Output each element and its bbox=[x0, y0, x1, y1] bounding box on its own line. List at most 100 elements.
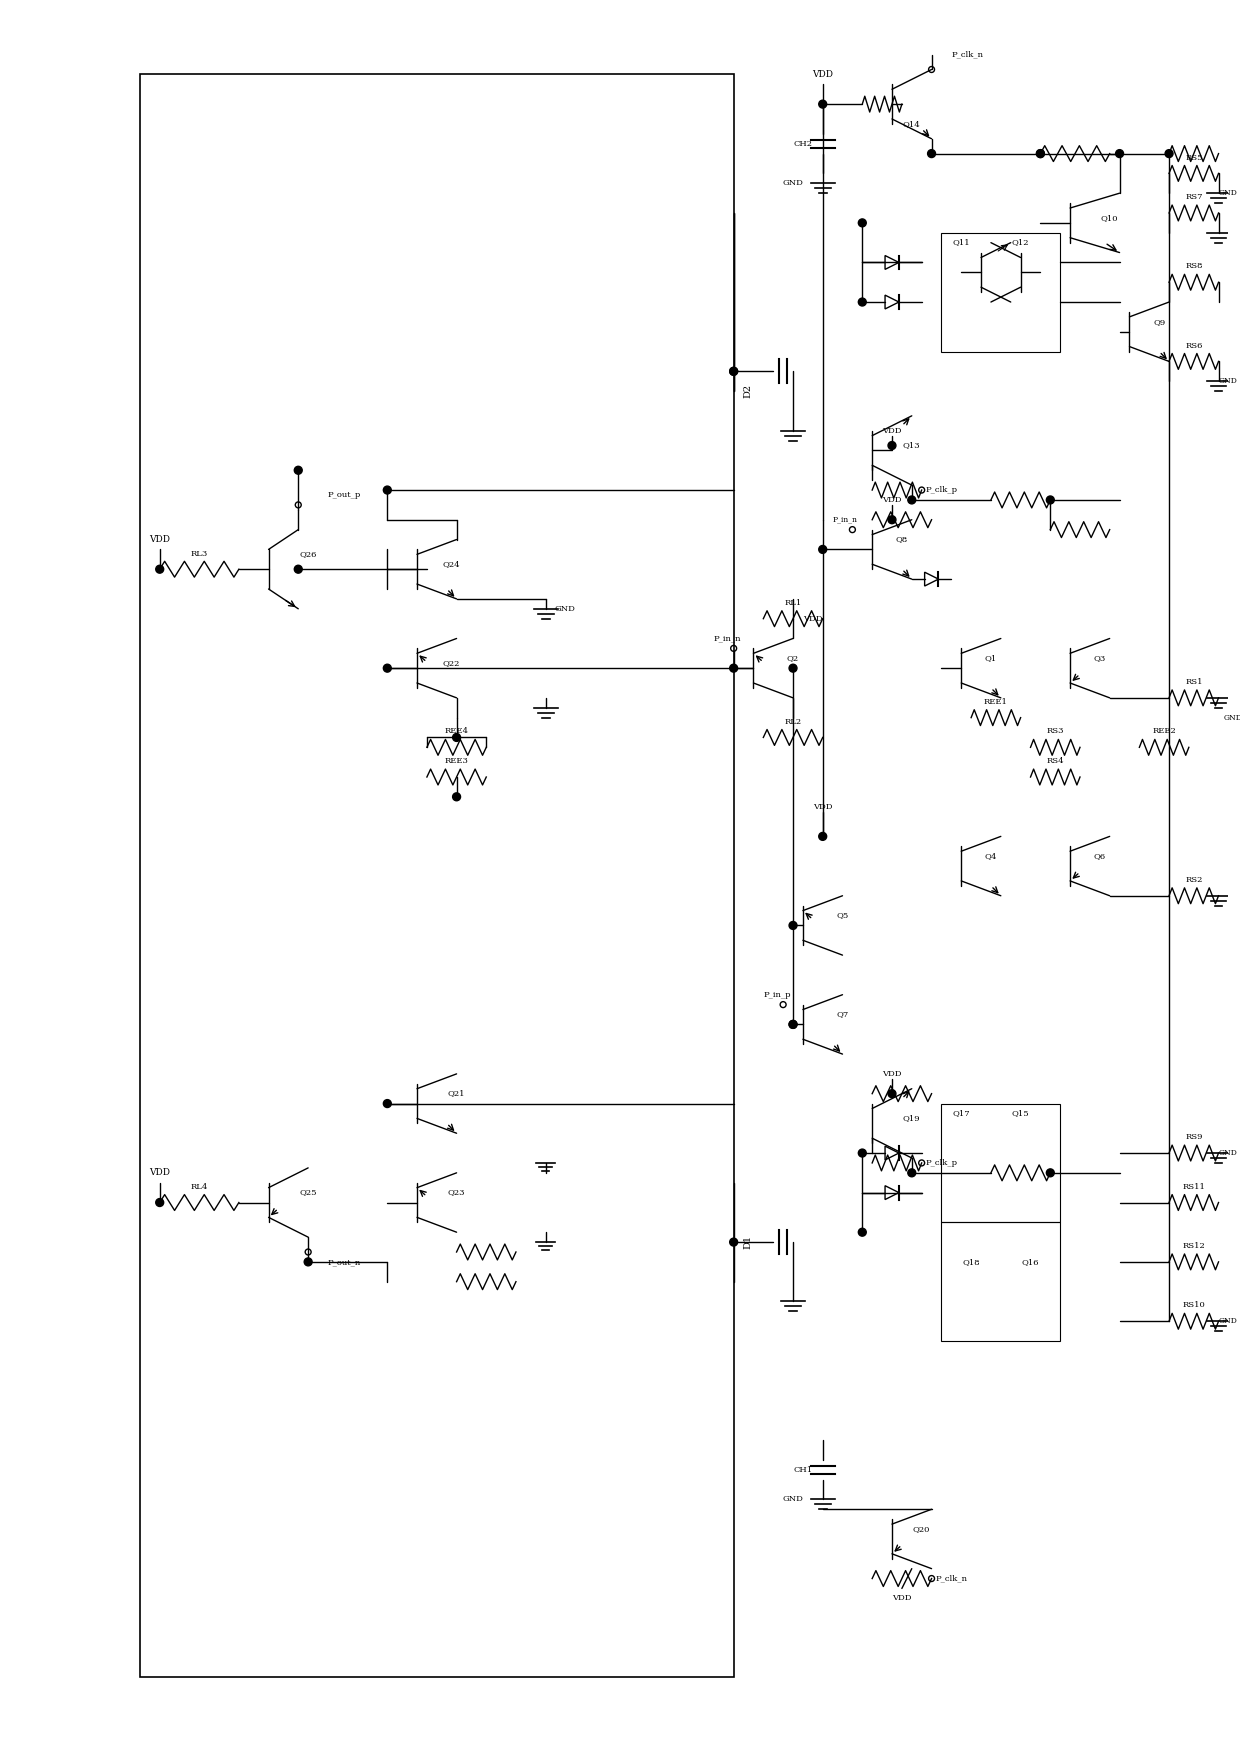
Bar bbox=[941, 1222, 1060, 1341]
Circle shape bbox=[453, 733, 460, 742]
Text: VDD: VDD bbox=[812, 70, 833, 79]
Text: RS11: RS11 bbox=[1183, 1182, 1205, 1191]
Text: D2: D2 bbox=[744, 384, 753, 398]
Circle shape bbox=[729, 367, 738, 375]
Text: RL2: RL2 bbox=[785, 718, 801, 726]
Text: CH1: CH1 bbox=[794, 1465, 812, 1474]
Text: P_clk_p: P_clk_p bbox=[925, 485, 957, 494]
Text: GND: GND bbox=[556, 604, 575, 613]
Text: GND: GND bbox=[1219, 189, 1238, 197]
Circle shape bbox=[908, 496, 915, 505]
Text: REE4: REE4 bbox=[445, 728, 469, 735]
Text: Q24: Q24 bbox=[443, 560, 460, 567]
Circle shape bbox=[729, 367, 738, 375]
Circle shape bbox=[858, 218, 867, 227]
Text: GND: GND bbox=[782, 180, 804, 187]
Text: RS12: RS12 bbox=[1183, 1241, 1205, 1250]
Text: RS10: RS10 bbox=[1183, 1301, 1205, 1310]
Text: VDD: VDD bbox=[804, 615, 822, 623]
Text: Q13: Q13 bbox=[903, 442, 920, 449]
Circle shape bbox=[789, 1020, 797, 1028]
Text: CH2: CH2 bbox=[794, 140, 812, 148]
Circle shape bbox=[1047, 1168, 1054, 1177]
Text: P_clk_n: P_clk_n bbox=[935, 1575, 967, 1582]
Text: VDD: VDD bbox=[882, 426, 901, 435]
Text: VDD: VDD bbox=[882, 1070, 901, 1077]
Text: Q2: Q2 bbox=[787, 655, 799, 662]
Text: RS5: RS5 bbox=[1185, 154, 1203, 162]
Circle shape bbox=[383, 485, 392, 494]
Text: RL3: RL3 bbox=[191, 550, 208, 559]
Circle shape bbox=[1116, 150, 1123, 157]
Circle shape bbox=[453, 793, 460, 801]
Text: Q22: Q22 bbox=[443, 660, 460, 667]
Circle shape bbox=[928, 150, 935, 157]
Circle shape bbox=[888, 515, 897, 524]
Text: Q17: Q17 bbox=[952, 1109, 970, 1117]
Text: P_in_n: P_in_n bbox=[832, 515, 858, 524]
Text: P_out_n: P_out_n bbox=[327, 1257, 361, 1266]
Circle shape bbox=[858, 1149, 867, 1158]
Circle shape bbox=[729, 1238, 738, 1247]
Text: Q15: Q15 bbox=[1012, 1109, 1029, 1117]
Text: Q5: Q5 bbox=[836, 911, 848, 920]
Circle shape bbox=[1166, 150, 1173, 157]
Circle shape bbox=[294, 566, 303, 573]
Text: Q9: Q9 bbox=[1153, 318, 1166, 327]
Circle shape bbox=[789, 663, 797, 672]
Circle shape bbox=[156, 566, 164, 573]
Text: P_out_p: P_out_p bbox=[327, 491, 361, 499]
Text: Q6: Q6 bbox=[1094, 852, 1106, 861]
Text: Q21: Q21 bbox=[448, 1090, 465, 1098]
Text: Q23: Q23 bbox=[448, 1189, 465, 1196]
Text: GND: GND bbox=[1219, 377, 1238, 386]
Text: GND: GND bbox=[1219, 1316, 1238, 1325]
Circle shape bbox=[383, 1100, 392, 1107]
Text: P_clk_n: P_clk_n bbox=[951, 51, 983, 59]
Text: Q4: Q4 bbox=[985, 852, 997, 861]
Text: GND: GND bbox=[1224, 714, 1240, 721]
Text: Q26: Q26 bbox=[300, 550, 317, 559]
Circle shape bbox=[1047, 496, 1054, 505]
Text: Q20: Q20 bbox=[913, 1524, 930, 1533]
Bar bbox=[941, 232, 1060, 351]
Text: RS7: RS7 bbox=[1185, 194, 1203, 201]
Circle shape bbox=[1037, 150, 1044, 157]
Bar bbox=[941, 1103, 1060, 1222]
Circle shape bbox=[383, 663, 392, 672]
Text: RS1: RS1 bbox=[1185, 677, 1203, 686]
Text: Q18: Q18 bbox=[962, 1257, 980, 1266]
Circle shape bbox=[294, 466, 303, 475]
Text: VDD: VDD bbox=[149, 1168, 170, 1177]
Text: Q25: Q25 bbox=[299, 1189, 317, 1196]
Circle shape bbox=[908, 1168, 915, 1177]
Text: RS3: RS3 bbox=[1047, 728, 1064, 735]
Circle shape bbox=[888, 442, 897, 449]
Text: P_clk_p: P_clk_p bbox=[925, 1159, 957, 1166]
Circle shape bbox=[818, 100, 827, 108]
Circle shape bbox=[789, 1020, 797, 1028]
Text: RL1: RL1 bbox=[785, 599, 801, 608]
Text: VDD: VDD bbox=[149, 534, 170, 545]
Text: Q12: Q12 bbox=[1012, 239, 1029, 246]
Text: GND: GND bbox=[1219, 1149, 1238, 1158]
Text: REE3: REE3 bbox=[445, 758, 469, 765]
Text: Q11: Q11 bbox=[952, 239, 970, 246]
Text: Q14: Q14 bbox=[903, 120, 920, 127]
Text: RS2: RS2 bbox=[1185, 876, 1203, 883]
Text: VDD: VDD bbox=[813, 803, 832, 810]
Text: Q7: Q7 bbox=[836, 1011, 848, 1018]
Circle shape bbox=[789, 922, 797, 929]
Circle shape bbox=[156, 1198, 164, 1206]
Circle shape bbox=[818, 833, 827, 840]
Text: RS6: RS6 bbox=[1185, 342, 1203, 349]
Circle shape bbox=[818, 545, 827, 553]
Text: RL4: RL4 bbox=[191, 1182, 208, 1191]
Text: GND: GND bbox=[782, 1495, 804, 1503]
Circle shape bbox=[1037, 150, 1044, 157]
Text: P_in_p: P_in_p bbox=[764, 990, 791, 999]
Text: Q8: Q8 bbox=[895, 536, 908, 543]
Text: RS8: RS8 bbox=[1185, 262, 1203, 271]
Text: VDD: VDD bbox=[882, 496, 901, 505]
Text: Q10: Q10 bbox=[1101, 215, 1118, 222]
